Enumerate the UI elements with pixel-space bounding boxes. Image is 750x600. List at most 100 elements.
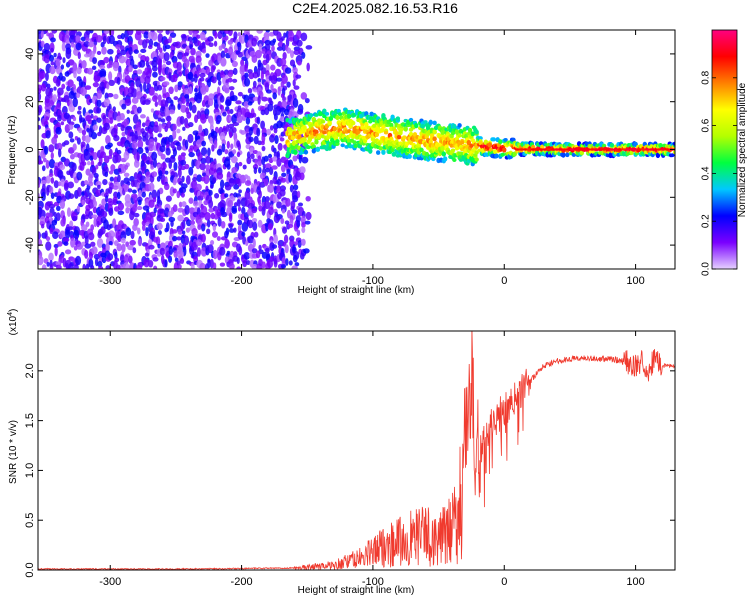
heatmap-cell — [289, 50, 295, 59]
heatmap-cell — [112, 185, 119, 190]
y-tick-label: 2.0 — [24, 363, 36, 378]
heatmap-cell — [68, 131, 74, 139]
heatmap-cell — [109, 117, 114, 124]
spectrogram-x-label: Height of straight line (km) — [298, 285, 415, 296]
heatmap-cell — [184, 163, 190, 170]
heatmap-cell — [166, 115, 172, 122]
heatmap-cell — [48, 172, 54, 177]
heatmap-cell — [148, 143, 154, 152]
heatmap-cell — [177, 103, 181, 111]
heatmap-cell — [263, 200, 271, 210]
heatmap-cell — [652, 148, 658, 151]
heatmap-cell — [241, 206, 246, 215]
heatmap-cell — [50, 47, 54, 53]
heatmap-cell — [383, 130, 389, 135]
heatmap-cell — [238, 189, 242, 194]
heatmap-cell — [205, 228, 211, 235]
heatmap-cell — [156, 30, 164, 34]
heatmap-cell — [185, 219, 192, 227]
heatmap-cell — [176, 128, 181, 134]
heatmap-cell — [478, 136, 483, 141]
heatmap-cell — [272, 38, 277, 43]
heatmap-cell — [102, 179, 108, 186]
heatmap-cell — [275, 105, 282, 116]
heatmap-cell — [87, 160, 91, 166]
heatmap-cell — [178, 71, 183, 77]
heatmap-cell — [244, 190, 251, 201]
heatmap-cell — [220, 195, 224, 201]
heatmap-cell — [137, 199, 142, 206]
heatmap-cell — [264, 43, 271, 51]
heatmap-cell — [42, 157, 47, 163]
heatmap-cell — [304, 220, 311, 225]
heatmap-cell — [208, 199, 214, 209]
heatmap-cell — [137, 139, 144, 150]
heatmap-cell — [231, 95, 238, 102]
heatmap-cell — [68, 193, 75, 200]
heatmap-cell — [84, 135, 91, 144]
heatmap-cell — [93, 217, 98, 228]
heatmap-cell — [208, 98, 214, 107]
heatmap-cell — [38, 255, 44, 266]
heatmap-cell — [257, 219, 263, 228]
heatmap-cell — [88, 109, 94, 114]
heatmap-cell — [87, 181, 94, 187]
heatmap-cell — [403, 126, 408, 132]
heatmap-cell — [227, 71, 234, 78]
heatmap-cell — [216, 148, 223, 156]
heatmap-cell — [220, 211, 228, 218]
heatmap-cell — [158, 123, 162, 133]
heatmap-cell — [210, 240, 215, 246]
heatmap-cell — [148, 199, 155, 208]
heatmap-cell — [211, 144, 215, 152]
heatmap-cell — [193, 73, 198, 83]
heatmap-cell — [336, 108, 341, 114]
heatmap-cell — [280, 80, 285, 88]
heatmap-cell — [107, 48, 114, 55]
heatmap-cell — [66, 114, 72, 124]
heatmap-cell — [40, 83, 47, 92]
heatmap-cell — [144, 75, 151, 85]
heatmap-cell — [173, 96, 179, 101]
heatmap-cell — [190, 47, 196, 56]
heatmap-cell — [252, 96, 259, 102]
heatmap-cell — [131, 97, 139, 104]
heatmap-cell — [56, 142, 63, 151]
heatmap-cell — [92, 47, 97, 55]
heatmap-cell — [301, 51, 306, 59]
heatmap-cell — [38, 238, 43, 247]
heatmap-cell — [242, 164, 247, 170]
heatmap-cell — [49, 65, 56, 75]
heatmap-cell — [64, 71, 70, 77]
heatmap-cell — [286, 81, 291, 88]
heatmap-cell — [95, 164, 99, 170]
heatmap-cell — [124, 164, 129, 170]
heatmap-cell — [96, 106, 102, 114]
heatmap-cell — [450, 148, 456, 153]
y-tick-label: -40 — [24, 237, 36, 253]
heatmap-cell — [145, 38, 150, 44]
heatmap-cell — [245, 117, 251, 125]
heatmap-cell — [177, 51, 184, 60]
heatmap-cell — [381, 112, 386, 119]
heatmap-cell — [236, 199, 241, 207]
heatmap-cell — [292, 254, 298, 263]
heatmap-cell — [113, 191, 119, 199]
heatmap-cell — [162, 93, 166, 99]
heatmap-cell — [172, 129, 177, 140]
heatmap-cell — [143, 99, 151, 105]
colorbar-gradient — [711, 29, 738, 270]
heatmap-cell — [302, 137, 307, 143]
heatmap-cell — [625, 148, 631, 151]
heatmap-cell — [97, 75, 101, 82]
heatmap-cell — [227, 199, 234, 207]
heatmap-cell — [296, 229, 301, 236]
spectrogram-y-axis: -40 -20 0 20 40 — [24, 48, 675, 253]
heatmap-cell — [89, 30, 94, 34]
heatmap-cell — [140, 114, 146, 119]
heatmap-cell — [113, 134, 120, 142]
heatmap-cell — [71, 162, 77, 172]
heatmap-cell — [128, 255, 133, 264]
heatmap-cell — [269, 125, 274, 131]
heatmap-cell — [93, 200, 98, 208]
